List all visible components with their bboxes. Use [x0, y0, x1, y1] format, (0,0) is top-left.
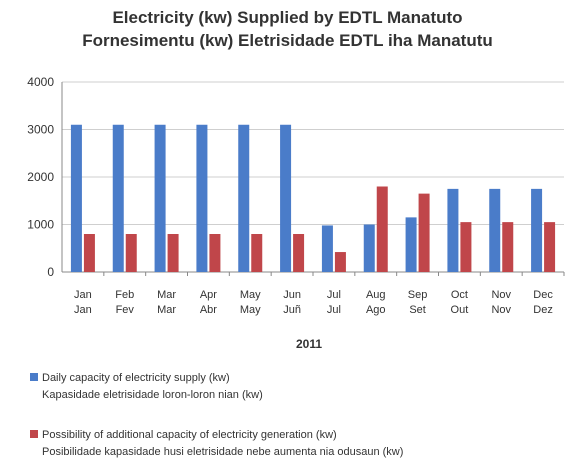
- x-tick-label-tetum: Juñ: [283, 304, 301, 316]
- bar-jan-series-0: [70, 124, 82, 272]
- legend-swatch-blue: [30, 373, 38, 381]
- x-tick-label-en: Apr: [200, 289, 217, 301]
- x-tick-label-en: Dec: [533, 289, 553, 301]
- legend-label-additional-capacity-tetum: Posibilidade kapasidade husi eletrisidad…: [42, 446, 404, 458]
- bar-sep-series-0: [405, 217, 417, 272]
- x-tick-label-tetum: Mar: [157, 304, 176, 316]
- x-tick-label-en: May: [240, 289, 261, 301]
- x-tick-label-tetum: Abr: [200, 304, 217, 316]
- legend-swatch-red: [30, 430, 38, 438]
- bar-may-series-0: [238, 124, 250, 272]
- legend-entry-daily-capacity: Daily capacity of electricity supply (kw…: [30, 370, 263, 404]
- x-tick-label-en: Jun: [283, 289, 301, 301]
- y-tick-label: 4000: [27, 75, 54, 89]
- bar-jun-series-0: [280, 124, 292, 272]
- x-tick-label-en: Jan: [74, 289, 92, 301]
- bar-chart: 0 1000 2000 3000 4000 Jan Jan Feb Fev Mar Mar Apr Ab…: [27, 75, 565, 351]
- x-tick-label-tetum: Jan: [74, 304, 92, 316]
- legend-label-daily-capacity-tetum: Kapasidade eletrisidade loron-loron nian…: [42, 389, 263, 401]
- bar-mar-series-0: [154, 124, 166, 272]
- bar-jun-series-1: [293, 234, 305, 272]
- bar-feb-series-0: [112, 124, 124, 272]
- bar-jan-series-1: [83, 234, 95, 272]
- bar-feb-series-1: [125, 234, 137, 272]
- x-tick-label-tetum: Set: [409, 304, 426, 316]
- bar-jul-series-1: [334, 252, 346, 272]
- x-tick-label-tetum: Jul: [327, 304, 341, 316]
- bar-oct-series-1: [460, 222, 472, 272]
- bar-dec-series-0: [531, 188, 543, 272]
- y-tick-label: 1000: [27, 218, 54, 232]
- bar-apr-series-0: [196, 124, 208, 272]
- bar-jul-series-0: [321, 225, 333, 272]
- bar-sep-series-1: [418, 193, 430, 272]
- x-tick-label-tetum: Out: [451, 304, 469, 316]
- x-tick-label-en: Nov: [491, 289, 511, 301]
- bar-aug-series-1: [376, 186, 388, 272]
- x-tick-label-tetum: Fev: [116, 304, 135, 316]
- chart-title: Electricity (kw) Supplied by EDTL Manatu…: [112, 8, 463, 27]
- legend-entry-additional-capacity: Possibility of additional capacity of el…: [30, 427, 403, 461]
- bar-nov-series-1: [502, 222, 514, 272]
- bar-oct-series-0: [447, 188, 459, 272]
- x-tick-label-en: Feb: [115, 289, 134, 301]
- y-tick-label: 2000: [27, 170, 54, 184]
- x-tick-label-tetum: Nov: [491, 304, 511, 316]
- bar-nov-series-0: [489, 188, 501, 272]
- bar-aug-series-0: [363, 224, 375, 272]
- bar-mar-series-1: [167, 234, 179, 272]
- bar-dec-series-1: [544, 222, 556, 272]
- chart-subtitle: Fornesimentu (kw) Eletrisidade EDTL iha …: [82, 31, 493, 50]
- y-tick-label: 0: [47, 265, 54, 279]
- x-tick-label-tetum: Dez: [533, 304, 553, 316]
- y-tick-label: 3000: [27, 123, 54, 137]
- x-axis-label: 2011: [296, 337, 322, 351]
- x-tick-label-en: Jul: [327, 289, 341, 301]
- bar-apr-series-1: [209, 234, 221, 272]
- legend-label-daily-capacity: Daily capacity of electricity supply (kw…: [42, 372, 230, 384]
- bar-may-series-1: [251, 234, 263, 272]
- x-tick-label-tetum: Ago: [366, 304, 386, 316]
- x-tick-label-en: Aug: [366, 289, 386, 301]
- x-tick-label-en: Oct: [451, 289, 468, 301]
- legend-label-additional-capacity: Possibility of additional capacity of el…: [42, 429, 337, 441]
- x-tick-label-en: Sep: [408, 289, 428, 301]
- x-tick-label-tetum: May: [240, 304, 261, 316]
- x-tick-label-en: Mar: [157, 289, 176, 301]
